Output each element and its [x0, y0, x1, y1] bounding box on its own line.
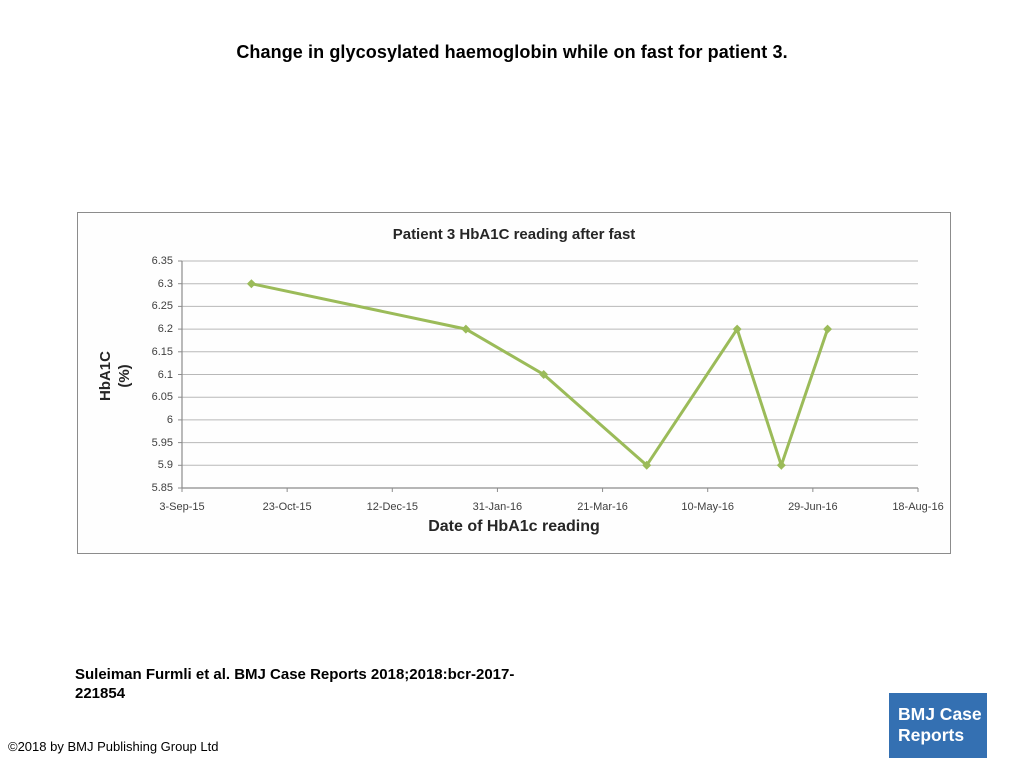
data-point-marker [246, 279, 256, 289]
y-tick-label: 5.9 [157, 459, 173, 472]
data-point-marker [732, 324, 742, 334]
line-chart [178, 260, 919, 492]
y-tick-label: 6.15 [151, 345, 173, 358]
y-tick-label: 6 [166, 413, 173, 426]
x-tick-label: 18-Aug-16 [892, 501, 944, 513]
copyright: ©2018 by BMJ Publishing Group Ltd [8, 739, 219, 754]
x-tick-label: 10-May-16 [681, 501, 734, 513]
page-title: Change in glycosylated haemoglobin while… [236, 42, 788, 62]
y-tick-label: 6.25 [151, 300, 173, 313]
x-tick-label: 21-Mar-16 [577, 501, 628, 513]
data-point-marker [461, 324, 471, 334]
x-tick-label: 3-Sep-15 [159, 501, 205, 513]
x-tick-label: 29-Jun-16 [788, 501, 838, 513]
x-tick-label: 23-Oct-15 [262, 501, 312, 513]
data-point-marker [539, 370, 549, 379]
y-tick-label: 6.35 [151, 255, 173, 267]
data-point-marker [642, 460, 652, 470]
y-tick-label: 6.3 [157, 277, 173, 290]
y-tick-label: 5.95 [151, 436, 173, 449]
y-axis-title-line1: HbA1C [97, 351, 114, 402]
figure-panel: Patient 3 HbA1C reading after fast HbA1C… [77, 212, 951, 554]
y-tick-label: 6.1 [157, 368, 173, 381]
x-tick-label: 12-Dec-15 [366, 501, 418, 513]
data-point-marker [776, 460, 786, 470]
y-tick-label: 6.05 [151, 391, 173, 404]
bmj-case-reports-logo: BMJ Case Reports [889, 693, 987, 758]
logo-line1: BMJ Case [898, 704, 982, 724]
logo-line2: Reports [898, 725, 965, 745]
x-axis-title: Date of HbA1c reading [428, 518, 600, 535]
y-tick-label: 5.85 [151, 482, 173, 494]
data-point-marker [823, 324, 833, 334]
x-tick-label: 31-Jan-16 [472, 501, 523, 513]
y-tick-label: 6.2 [157, 323, 173, 336]
chart-title: Patient 3 HbA1C reading after fast [392, 226, 636, 243]
citation: Suleiman Furmli et al. BMJ Case Reports … [75, 666, 515, 702]
